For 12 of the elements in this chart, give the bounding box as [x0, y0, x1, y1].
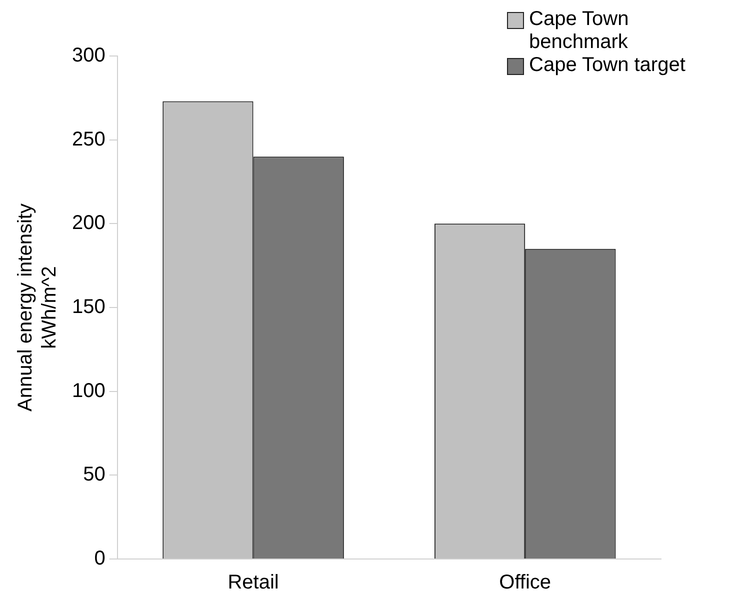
y-tick-label: 0 [94, 548, 106, 570]
y-tick-label: 150 [72, 296, 106, 318]
x-tick-label: Office [499, 572, 552, 594]
legend-label: Cape Town benchmark [529, 8, 630, 54]
y-tick-label: 50 [83, 464, 106, 486]
legend-label: Cape Town target [529, 54, 686, 77]
y-tick-label: 100 [72, 380, 106, 402]
x-tick-label: Retail [228, 572, 279, 594]
y-tick-label: 200 [72, 212, 106, 234]
y-tick-label: 250 [72, 128, 106, 150]
y-axis-title: Annual energy intensity kWh/m^2 [14, 204, 61, 412]
y-tick-label: 300 [72, 44, 106, 67]
